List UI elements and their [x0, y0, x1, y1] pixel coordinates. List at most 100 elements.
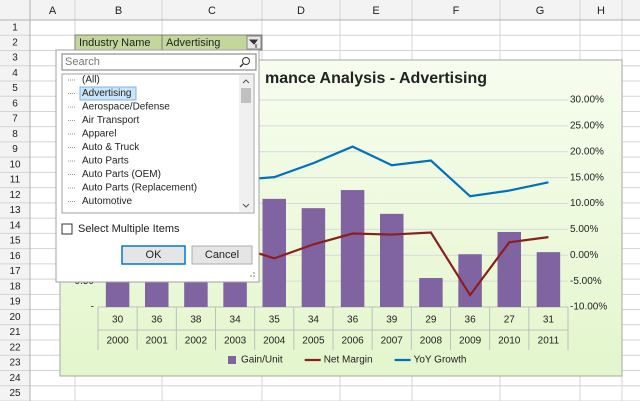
- x-upper-label: 39: [386, 315, 398, 326]
- column-header[interactable]: G: [536, 5, 545, 17]
- y2-tick-label: 20.00%: [570, 146, 604, 157]
- row-header[interactable]: 12: [9, 190, 21, 201]
- filter-dropdown: Search Select Multiple Items OK Cancel (…: [55, 49, 260, 283]
- row-header[interactable]: 9: [12, 144, 18, 155]
- filter-item[interactable]: (All): [82, 75, 100, 86]
- filter-icon: [248, 39, 258, 48]
- bar: [340, 190, 365, 307]
- y2-tick-label: 25.00%: [570, 121, 604, 132]
- x-upper-label: 36: [465, 315, 477, 326]
- search-icon: [242, 57, 250, 65]
- x-tick-label: 2005: [302, 336, 325, 347]
- search-box[interactable]: [61, 53, 257, 71]
- x-upper-label: 36: [347, 315, 359, 326]
- x-tick-label: 2004: [263, 336, 286, 347]
- row-header[interactable]: 11: [10, 175, 21, 186]
- row-header[interactable]: 2: [12, 38, 18, 49]
- x-upper-label: 27: [504, 315, 516, 326]
- search-icon-handle: [239, 63, 244, 68]
- row-header-bar: [0, 0, 30, 401]
- row-header[interactable]: 16: [9, 251, 21, 262]
- x-upper-label: 38: [190, 315, 202, 326]
- filter-item[interactable]: Advertising: [82, 88, 131, 99]
- row-header[interactable]: 13: [9, 205, 21, 216]
- row-header[interactable]: 19: [9, 297, 21, 308]
- row-header[interactable]: 17: [9, 266, 21, 277]
- ok-button[interactable]: [121, 245, 186, 265]
- chart-title: mance Analysis - Advertising: [265, 70, 487, 87]
- search-placeholder: Search: [65, 56, 100, 68]
- filter-value-cell[interactable]: Advertising: [166, 37, 220, 49]
- row-header[interactable]: 22: [9, 342, 21, 353]
- x-tick-label: 2003: [224, 336, 247, 347]
- filter-item[interactable]: Aerospace/Defense: [82, 102, 170, 113]
- x-tick-label: 2011: [538, 336, 560, 347]
- row-header[interactable]: 18: [9, 281, 21, 292]
- x-upper-label: 34: [230, 315, 242, 326]
- row-header[interactable]: 7: [12, 114, 18, 125]
- row-header[interactable]: 3: [12, 53, 18, 64]
- legend-label: Gain/Unit: [241, 355, 283, 366]
- x-upper-label: 30: [112, 315, 124, 326]
- x-tick-label: 2010: [498, 336, 521, 347]
- scroll-arrows: [242, 79, 250, 208]
- column-header-bar: [0, 0, 640, 20]
- filter-item[interactable]: Auto Parts (Replacement): [82, 183, 197, 194]
- column-header[interactable]: H: [597, 5, 605, 17]
- row-header[interactable]: 24: [9, 373, 21, 384]
- row-header[interactable]: 5: [12, 83, 18, 94]
- x-tick-label: 2009: [459, 336, 482, 347]
- legend-label: Net Margin: [324, 355, 373, 366]
- row-header[interactable]: 21: [9, 327, 21, 338]
- filter-item[interactable]: Auto Parts: [82, 156, 129, 167]
- filter-item[interactable]: Apparel: [82, 129, 116, 140]
- y2-tick-label: 0.00%: [570, 250, 598, 261]
- x-tick-label: 2002: [185, 336, 208, 347]
- row-header[interactable]: 4: [12, 68, 18, 79]
- x-tick-label: 2007: [381, 336, 404, 347]
- multi-select-checkbox[interactable]: [61, 223, 73, 235]
- y2-tick-label: 30.00%: [570, 95, 604, 106]
- bar: [458, 254, 482, 307]
- filter-item[interactable]: Automotive: [82, 196, 132, 207]
- column-header[interactable]: B: [115, 5, 122, 17]
- row-header[interactable]: 10: [9, 159, 21, 170]
- column-header[interactable]: D: [297, 5, 305, 17]
- x-tick-label: 2000: [106, 336, 129, 347]
- bar: [380, 213, 404, 307]
- row-header[interactable]: 1: [12, 22, 18, 33]
- ok-label: OK: [146, 249, 163, 261]
- row-header[interactable]: 15: [9, 236, 21, 247]
- bar: [536, 252, 561, 307]
- row-header[interactable]: 20: [9, 312, 21, 323]
- filter-item[interactable]: Auto Parts (OEM): [82, 169, 161, 180]
- row-header[interactable]: 14: [9, 220, 21, 231]
- bar: [419, 278, 443, 307]
- cancel-button[interactable]: [191, 245, 253, 265]
- column-header[interactable]: E: [372, 5, 379, 17]
- row-header[interactable]: 23: [9, 358, 21, 369]
- filter-item[interactable]: Air Transport: [82, 115, 139, 126]
- filter-field-cell: Industry Name: [79, 37, 151, 49]
- column-header[interactable]: C: [208, 5, 216, 17]
- scroll-thumb[interactable]: [241, 88, 251, 103]
- cancel-label: Cancel: [205, 249, 239, 261]
- legend-label: YoY Growth: [414, 355, 467, 366]
- x-upper-label: 35: [269, 315, 281, 326]
- scrollbar[interactable]: [239, 75, 253, 212]
- row-header[interactable]: 25: [9, 388, 21, 399]
- row-header[interactable]: 6: [12, 98, 18, 109]
- y2-tick-label: 10.00%: [570, 198, 604, 209]
- chart: mance Analysis - Advertising 30.00% 25.00…: [59, 59, 623, 377]
- bar: [301, 208, 326, 307]
- x-upper-label: 29: [425, 315, 437, 326]
- checkbox-label: Select Multiple Items: [78, 223, 180, 235]
- x-tick-label: 2001: [146, 336, 169, 347]
- column-header[interactable]: A: [49, 5, 57, 17]
- column-header[interactable]: F: [453, 5, 460, 17]
- row-header[interactable]: 8: [12, 129, 18, 140]
- filter-item[interactable]: Auto & Truck: [82, 142, 140, 153]
- y2-tick-label: 5.00%: [570, 224, 598, 235]
- x-upper-label: 31: [543, 315, 555, 326]
